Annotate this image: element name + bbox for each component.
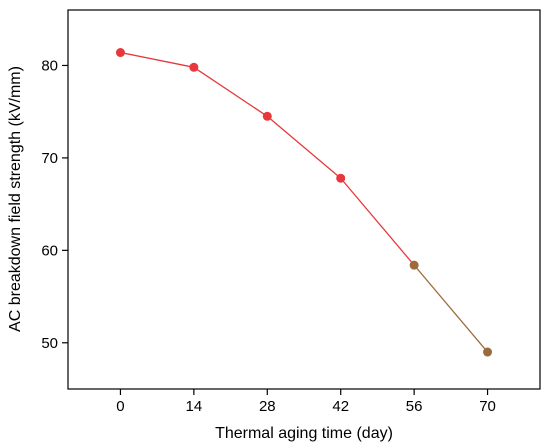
y-tick-label: 50 [41,335,58,352]
data-point [262,111,272,121]
y-axis-title: AC breakdown field strength (kV/mm) [7,66,24,332]
series-line-segment [266,115,342,179]
data-point [483,347,493,357]
x-axis-title: Thermal aging time (day) [215,425,393,442]
x-tick-label: 28 [259,398,276,415]
series-line-segment [340,177,415,266]
plot-frame [67,9,541,390]
y-axis-ticks: 50 60 70 80 [41,57,68,352]
x-tick-label: 0 [116,398,124,415]
x-tick-label: 70 [479,398,496,415]
x-tick-label: 42 [332,398,349,415]
data-point [336,173,346,183]
x-axis-ticks: 0 14 28 42 56 70 [116,389,496,415]
y-tick-label: 80 [41,57,58,74]
data-point [409,260,419,270]
data-point [189,62,199,72]
series-points [115,48,493,357]
x-tick-label: 14 [186,398,203,415]
x-tick-label: 56 [406,398,423,415]
series-line-segment [413,264,489,353]
series-line-segment [120,51,194,68]
data-point [115,48,125,58]
series-line [120,51,489,353]
series-line-segment [193,66,268,117]
y-tick-label: 70 [41,150,58,167]
y-tick-label: 60 [41,242,58,259]
